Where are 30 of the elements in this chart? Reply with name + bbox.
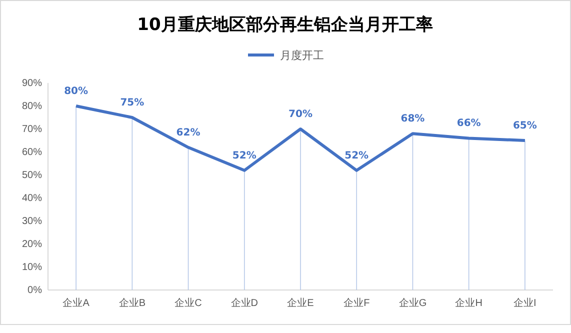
y-tick-label: 0% xyxy=(28,285,42,296)
data-label: 70% xyxy=(288,109,312,120)
data-label: 65% xyxy=(512,120,537,132)
x-tick-label: 企业D xyxy=(230,297,258,310)
data-label: 62% xyxy=(176,127,200,138)
x-tick-label: 企业G xyxy=(398,297,427,310)
y-tick-label: 10% xyxy=(22,262,42,274)
chart-title: 10月重庆地区部分再生铝企当月开工率 xyxy=(137,15,433,35)
legend-label: 月度开工 xyxy=(280,49,324,62)
y-tick-label: 30% xyxy=(22,216,42,228)
y-tick-label: 50% xyxy=(22,170,42,182)
data-label: 75% xyxy=(120,98,144,108)
x-tick-label: 企业H xyxy=(455,297,482,310)
data-label: 66% xyxy=(456,118,481,130)
y-tick-label: 80% xyxy=(22,101,42,112)
y-tick-label: 40% xyxy=(22,193,42,204)
x-tick-label: 企业A xyxy=(62,297,90,310)
x-tick-label: 企业F xyxy=(344,297,370,310)
x-tick-label: 企业B xyxy=(118,297,146,310)
data-label: 52% xyxy=(232,150,256,162)
y-tick-label: 60% xyxy=(22,147,42,158)
data-label: 68% xyxy=(400,114,425,125)
x-tick-label: 企业E xyxy=(287,297,314,310)
data-label: 80% xyxy=(64,86,88,97)
data-label: 52% xyxy=(344,150,369,162)
x-tick-label: 企业I xyxy=(514,297,536,310)
y-tick-label: 90% xyxy=(22,78,42,90)
x-tick-label: 企业C xyxy=(174,297,202,310)
y-tick-label: 20% xyxy=(22,239,42,250)
y-tick-label: 70% xyxy=(22,124,42,136)
